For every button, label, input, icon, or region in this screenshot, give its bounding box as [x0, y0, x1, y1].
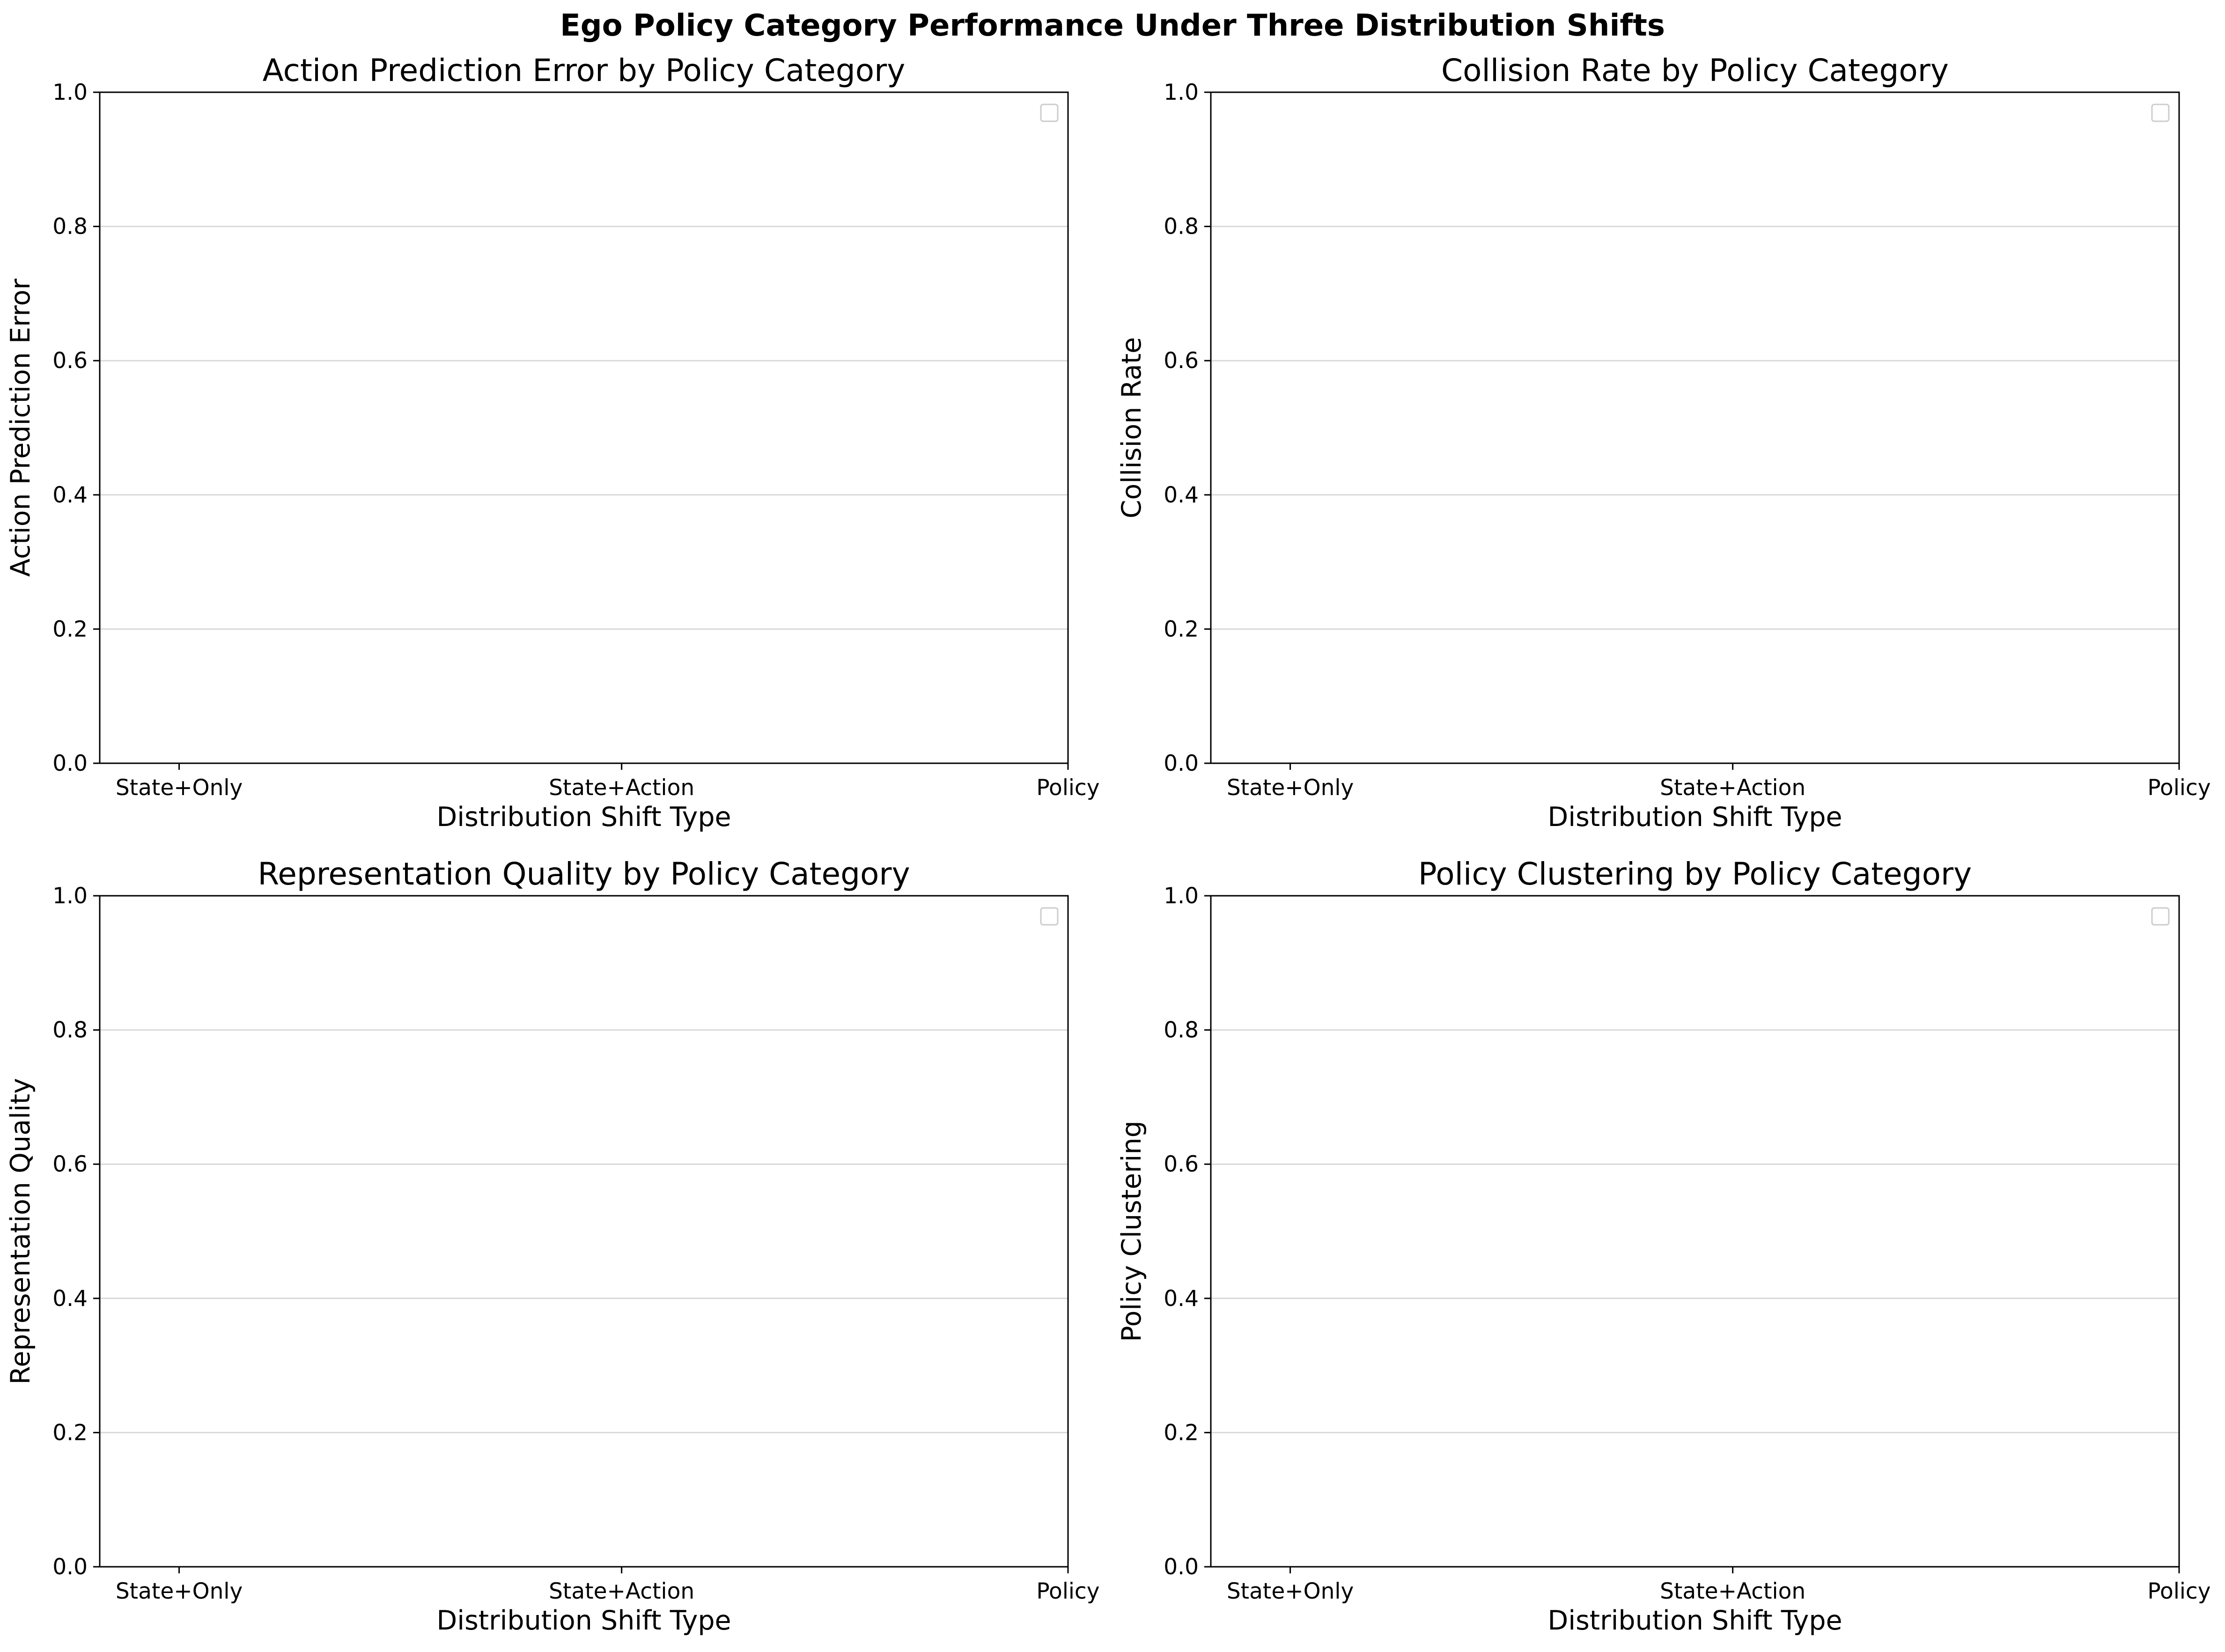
y-tick-label: 0.2	[52, 616, 88, 642]
plot-area-frame	[99, 895, 1069, 1568]
x-axis-label: Distribution Shift Type	[436, 802, 731, 833]
y-tick-label: 0.8	[1164, 1018, 1199, 1043]
figure-title: Ego Policy Category Performance Under Th…	[560, 8, 1665, 43]
x-axis-label: Distribution Shift Type	[436, 1605, 731, 1636]
x-tick-label: Policy	[2147, 775, 2210, 801]
x-axis-label: Distribution Shift Type	[1547, 1605, 1842, 1636]
plot-area-frame	[1210, 895, 2180, 1568]
y-tick-label: 0.6	[52, 1151, 88, 1177]
plot-area-frame	[99, 91, 1069, 764]
y-axis-label: Representation Quality	[5, 1078, 36, 1385]
x-tick-label: State+Only	[1227, 775, 1354, 801]
subplot-3: 0.0 0.2 0.4 0.6 0.8 1.0 State+Only State+Action…	[5, 856, 1100, 1636]
y-tick-label: 0.0	[52, 751, 88, 776]
y-tick-label: 0.2	[52, 1420, 88, 1446]
y-tick-label: 0.2	[1164, 616, 1199, 642]
x-tick-label: State+Action	[549, 1578, 694, 1604]
y-tick-label: 0.0	[1164, 751, 1199, 776]
subplot-2: 0.0 0.2 0.4 0.6 0.8 1.0 State+Only State+Action…	[1116, 52, 2211, 833]
y-tick-label: 0.8	[52, 1018, 88, 1043]
y-tick-label: 1.0	[1164, 80, 1199, 105]
y-tick-label: 0.0	[52, 1554, 88, 1580]
subplot-title: Policy Clustering by Policy Category	[1418, 856, 1972, 892]
x-axis-label: Distribution Shift Type	[1547, 802, 1842, 833]
y-tick-label: 0.6	[1164, 348, 1199, 374]
x-tick-label: Policy	[2147, 1578, 2210, 1604]
x-tick-label: State+Action	[1660, 775, 1805, 801]
subplot-grid: 0.0 0.2 0.4 0.6 0.8 1.0 State+Only State+Action…	[5, 52, 2211, 1636]
legend	[2151, 103, 2170, 122]
y-axis-label: Policy Clustering	[1116, 1121, 1147, 1342]
y-tick-label: 1.0	[1164, 883, 1199, 909]
y-tick-label: 0.4	[52, 482, 88, 508]
y-tick-label: 1.0	[52, 80, 88, 105]
x-tick-label: State+Only	[116, 775, 243, 801]
x-tick-label: Policy	[1036, 775, 1099, 801]
y-tick-label: 0.6	[1164, 1151, 1199, 1177]
y-tick-label: 0.4	[52, 1286, 88, 1312]
legend	[1040, 907, 1059, 926]
y-tick-label: 0.8	[1164, 214, 1199, 240]
x-tick-label: State+Only	[116, 1578, 243, 1604]
subplot-title: Representation Quality by Policy Categor…	[258, 856, 910, 892]
x-tick-label: State+Action	[549, 775, 694, 801]
y-tick-label: 0.6	[52, 348, 88, 374]
x-tick-label: Policy	[1036, 1578, 1099, 1604]
subplot-title: Action Prediction Error by Policy Catego…	[263, 52, 906, 88]
y-tick-label: 0.2	[1164, 1420, 1199, 1446]
y-tick-label: 0.4	[1164, 482, 1199, 508]
y-axis-label: Action Prediction Error	[5, 279, 36, 577]
y-tick-label: 0.0	[1164, 1554, 1199, 1580]
y-tick-label: 1.0	[52, 883, 88, 909]
y-axis-label: Collision Rate	[1116, 337, 1147, 519]
x-tick-label: State+Action	[1660, 1578, 1805, 1604]
x-tick-label: State+Only	[1227, 1578, 1354, 1604]
y-tick-label: 0.4	[1164, 1286, 1199, 1312]
legend	[1040, 103, 1059, 122]
subplot-1: 0.0 0.2 0.4 0.6 0.8 1.0 State+Only State+Action…	[5, 52, 1100, 833]
subplot-title: Collision Rate by Policy Category	[1441, 52, 1949, 88]
subplot-4: 0.0 0.2 0.4 0.6 0.8 1.0 State+Only State+Action…	[1116, 856, 2211, 1636]
y-tick-label: 0.8	[52, 214, 88, 240]
plot-area-frame	[1210, 91, 2180, 764]
legend	[2151, 907, 2170, 926]
